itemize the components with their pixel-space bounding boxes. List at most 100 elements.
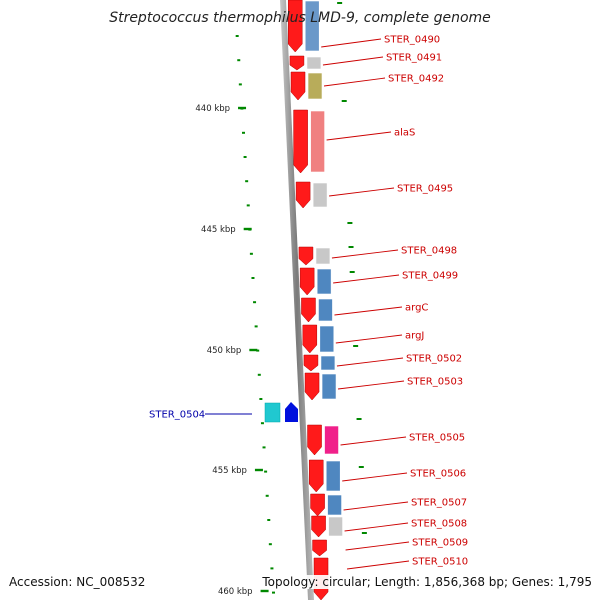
gene-label: STER_0490 bbox=[384, 35, 440, 46]
gene-label: STER_0505 bbox=[409, 433, 465, 444]
gene-label: STER_0509 bbox=[412, 538, 468, 549]
gene-label: STER_0492 bbox=[388, 74, 444, 85]
cog-block bbox=[320, 355, 336, 371]
scale-minor-tick bbox=[260, 422, 264, 425]
genome-stats: Topology: circular; Length: 1,856,368 bp… bbox=[260, 575, 594, 589]
cog-block bbox=[321, 373, 337, 400]
scale-major-tick bbox=[260, 589, 269, 593]
label-leader bbox=[344, 522, 409, 532]
scale-minor-tick bbox=[262, 446, 266, 449]
label-leader bbox=[321, 38, 382, 48]
cds-arrow bbox=[295, 181, 311, 209]
cog-block bbox=[315, 247, 331, 265]
genome-backbone bbox=[280, 0, 314, 600]
scale-minor-tick bbox=[241, 131, 245, 134]
label-leader bbox=[323, 77, 386, 87]
label-leader bbox=[329, 187, 395, 197]
scale-minor-tick bbox=[238, 83, 242, 86]
scale-label: 460 kbp bbox=[218, 587, 253, 597]
gene-label: STER_0499 bbox=[402, 271, 458, 282]
scale-minor-tick bbox=[264, 470, 268, 473]
cog-block bbox=[325, 460, 341, 492]
gene-label: STER_0507 bbox=[411, 498, 467, 509]
cog-block bbox=[319, 325, 335, 353]
cog-block bbox=[307, 72, 323, 100]
accession-label: Accession: NC_008532 bbox=[7, 575, 148, 589]
gene-label: argJ bbox=[405, 331, 424, 342]
scale-minor-tick bbox=[246, 204, 250, 207]
scale-minor-tick bbox=[235, 35, 239, 37]
cds-arrow bbox=[298, 246, 314, 266]
scale-minor-tick bbox=[358, 466, 364, 468]
label-leader bbox=[343, 501, 409, 511]
cds-arrow bbox=[307, 424, 322, 456]
label-leader bbox=[340, 436, 407, 446]
scale-minor-tick bbox=[348, 246, 354, 248]
scale-minor-tick bbox=[249, 252, 253, 255]
scale-minor-tick bbox=[243, 156, 247, 158]
gene-label: STER_0503 bbox=[407, 377, 463, 388]
scale-major-tick bbox=[254, 468, 263, 472]
cds-arrow bbox=[290, 71, 306, 101]
scale-minor-tick bbox=[341, 100, 347, 102]
cog-block bbox=[328, 516, 343, 537]
scale-major-tick bbox=[249, 348, 258, 352]
scale-label: 440 kbp bbox=[195, 104, 230, 114]
cds-arrow bbox=[304, 372, 320, 401]
scale-minor-tick bbox=[265, 494, 269, 497]
label-leader bbox=[334, 306, 403, 316]
scale-minor-tick bbox=[337, 2, 343, 4]
cds-arrow bbox=[289, 55, 305, 71]
scale-minor-tick bbox=[245, 180, 249, 183]
gene-label: STER_0495 bbox=[397, 184, 453, 195]
cds-arrow bbox=[310, 493, 325, 517]
gene-label: STER_0504 bbox=[149, 410, 205, 421]
cds-arrow bbox=[301, 297, 316, 323]
scale-minor-tick bbox=[272, 591, 276, 594]
scale-minor-tick bbox=[349, 271, 355, 273]
label-leader bbox=[326, 131, 392, 141]
scale-minor-tick bbox=[257, 373, 261, 376]
cog-block bbox=[316, 268, 332, 295]
scale-minor-tick bbox=[253, 301, 257, 304]
gene-label: alaS bbox=[394, 128, 415, 139]
cds-arrow bbox=[293, 109, 308, 174]
label-leader bbox=[333, 274, 400, 284]
cds-arrow bbox=[302, 324, 318, 354]
cds-arrow bbox=[285, 402, 298, 422]
gene-label: STER_0502 bbox=[406, 354, 462, 365]
cog-block bbox=[324, 425, 339, 455]
scale-major-tick bbox=[238, 106, 247, 110]
gene-label: STER_0506 bbox=[410, 469, 466, 480]
scale-minor-tick bbox=[361, 532, 367, 534]
cds-arrow bbox=[303, 354, 319, 372]
label-leader bbox=[322, 56, 384, 66]
scale-minor-tick bbox=[347, 222, 353, 224]
scale-label: 450 kbp bbox=[207, 346, 242, 356]
scale-minor-tick bbox=[237, 59, 241, 62]
scale-minor-tick bbox=[256, 349, 260, 352]
scale-minor-tick bbox=[270, 567, 274, 570]
gene-label: STER_0510 bbox=[412, 557, 468, 568]
label-leader bbox=[331, 249, 399, 259]
cog-block bbox=[310, 110, 325, 173]
scale-minor-tick bbox=[267, 519, 271, 521]
scale-minor-tick bbox=[254, 325, 258, 328]
scale-minor-tick bbox=[251, 277, 255, 279]
map-title: Streptococcus thermophilus LMD-9, comple… bbox=[109, 10, 491, 26]
cds-arrow bbox=[299, 267, 315, 296]
gene-label: STER_0491 bbox=[386, 53, 442, 64]
cog-block bbox=[318, 298, 333, 322]
label-leader bbox=[335, 334, 403, 344]
cog-block bbox=[306, 56, 322, 70]
label-leader bbox=[336, 357, 404, 367]
scale-label: 445 kbp bbox=[201, 225, 236, 235]
cds-arrow bbox=[308, 459, 324, 493]
cog-block bbox=[304, 0, 320, 52]
label-leader bbox=[342, 472, 408, 482]
label-leader bbox=[345, 541, 410, 551]
cds-arrow bbox=[311, 515, 326, 538]
gene-label: argC bbox=[405, 303, 428, 314]
cds-arrow bbox=[312, 539, 327, 557]
scale-minor-tick bbox=[268, 543, 272, 546]
